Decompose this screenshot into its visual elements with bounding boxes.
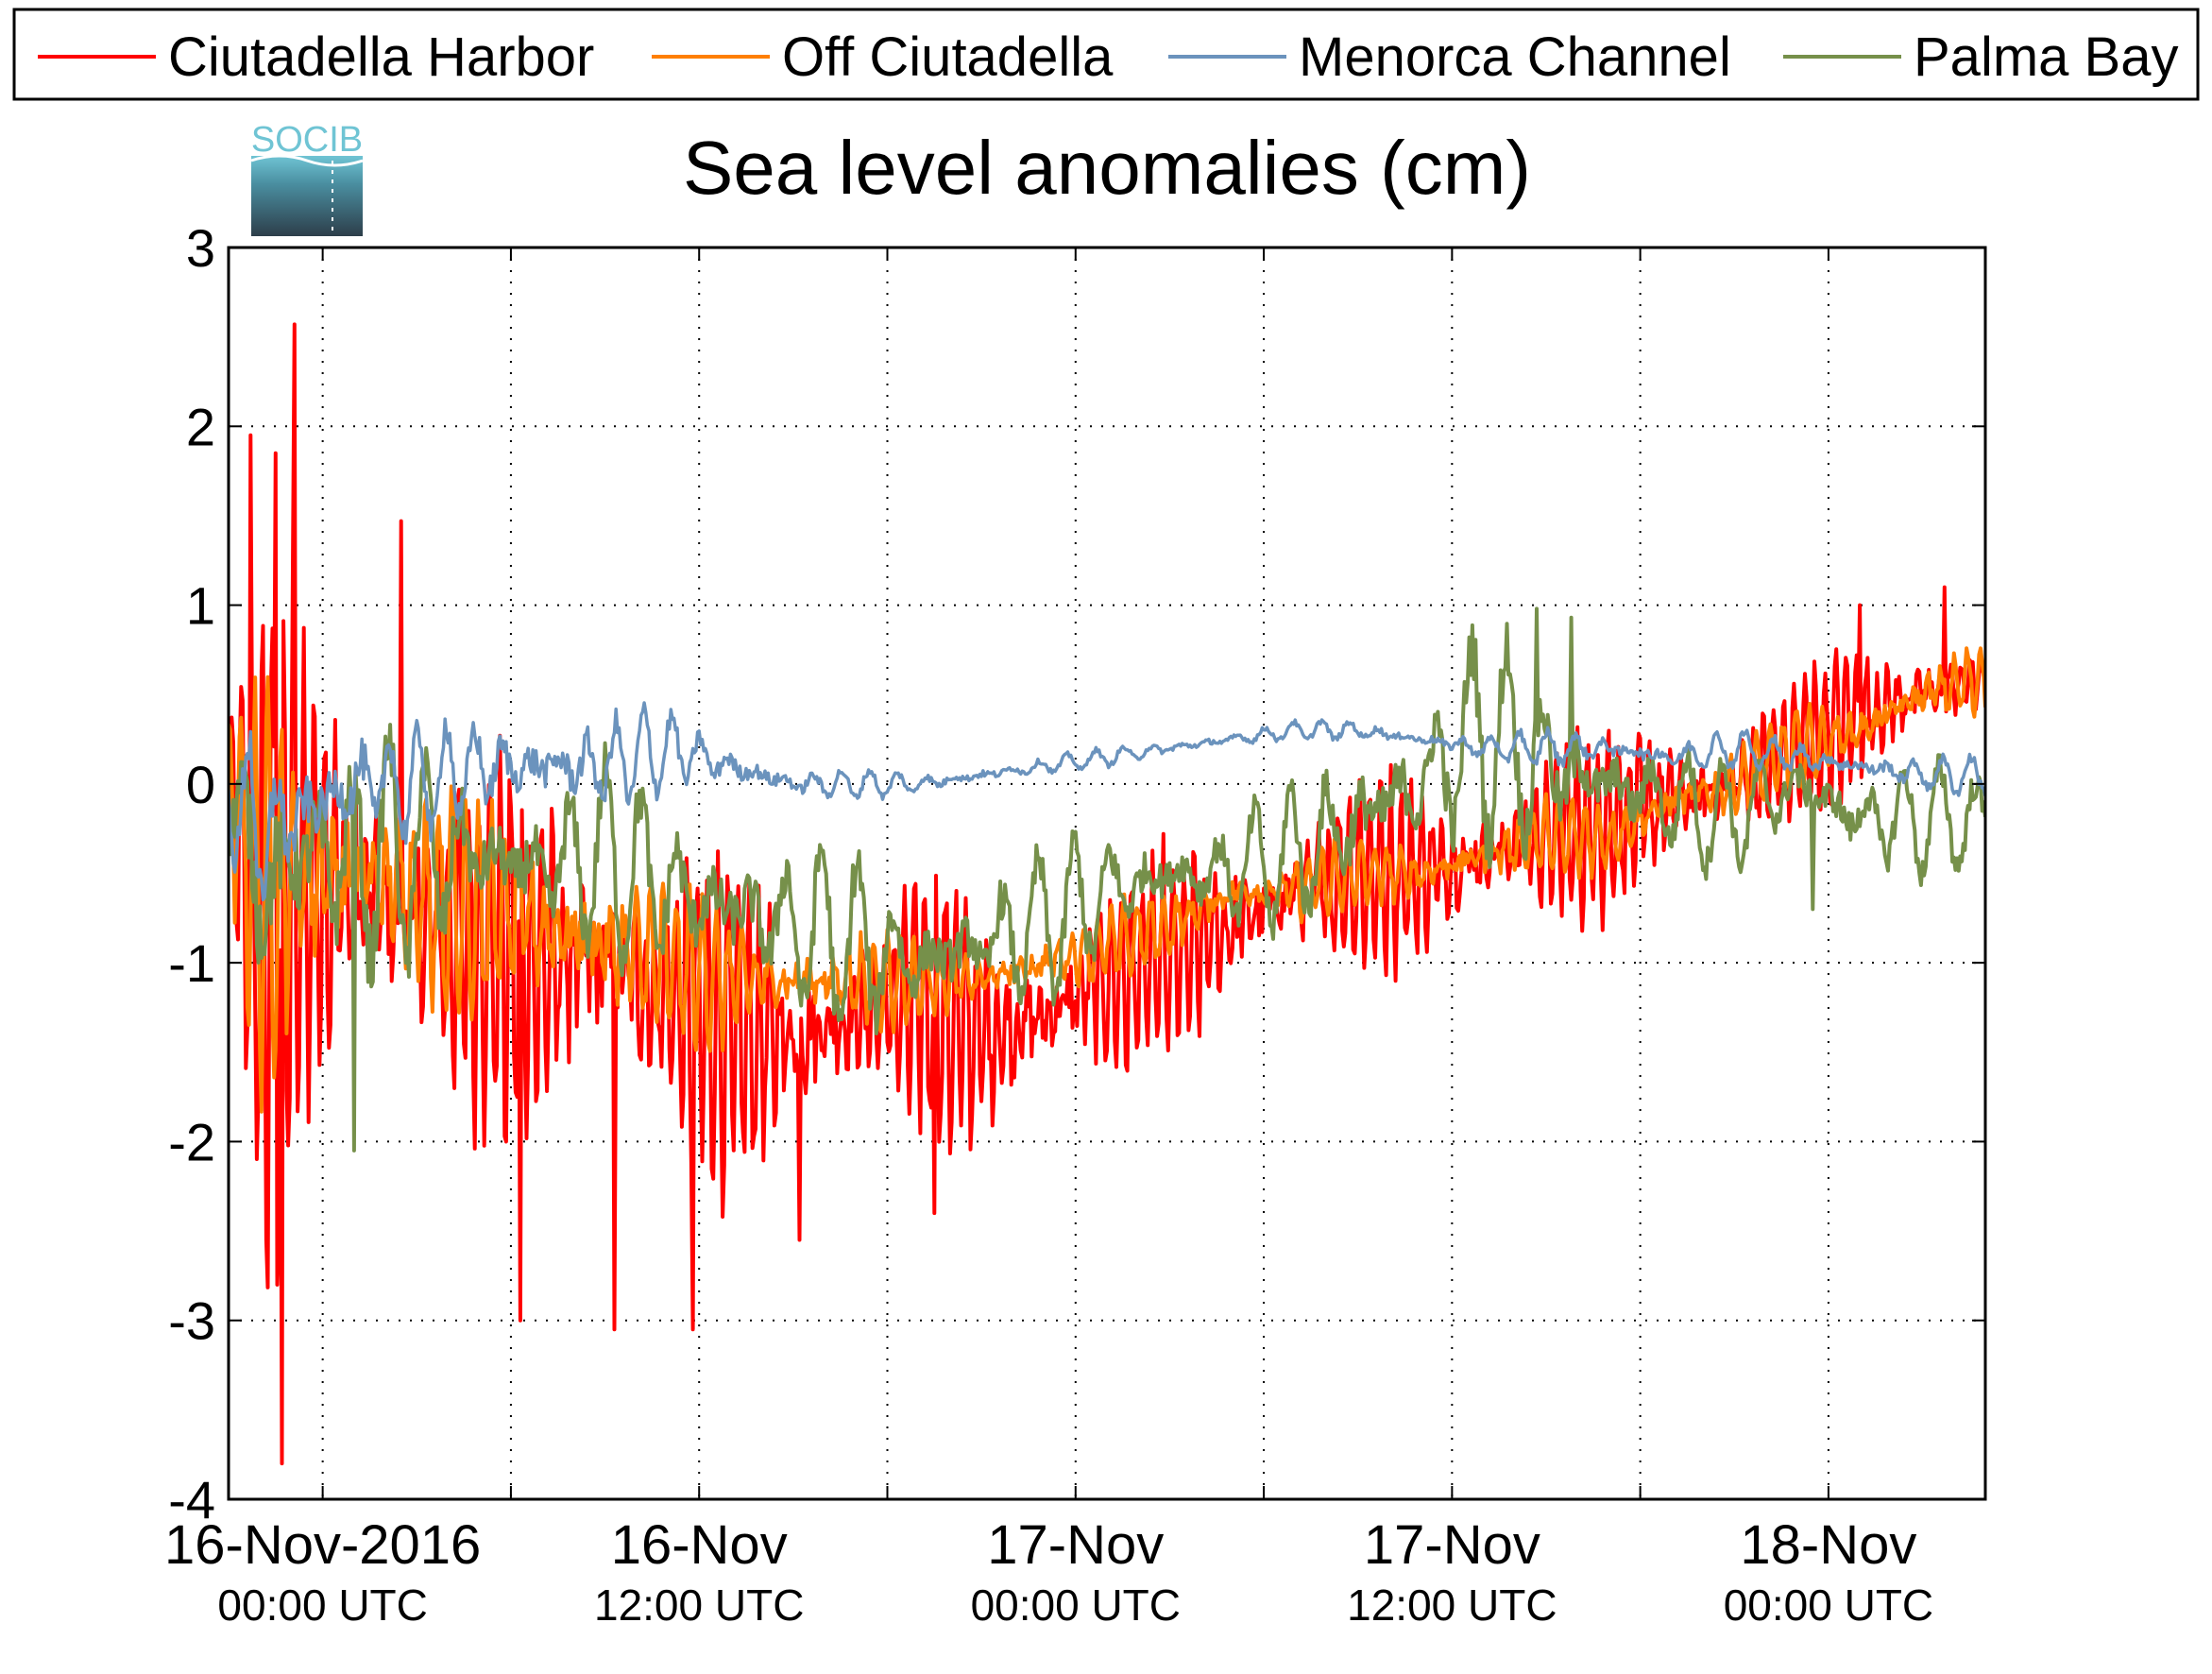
x-tick-label: 16-Nov-2016 <box>164 1514 481 1576</box>
plot-frame <box>227 246 1987 1501</box>
y-tick-label: -3 <box>168 1291 215 1351</box>
x-tick-sublabel: 12:00 UTC <box>594 1580 804 1630</box>
series-layer <box>229 322 1985 1466</box>
y-tick-label: 1 <box>186 576 215 636</box>
x-tick-sublabel: 00:00 UTC <box>971 1580 1181 1630</box>
legend-item-menorca-channel: Menorca Channel <box>1168 26 1731 88</box>
x-tick-sublabel: 00:00 UTC <box>1724 1580 1933 1630</box>
x-tick-label: 17-Nov <box>1364 1514 1540 1576</box>
legend-label-off-ciutadella: Off Ciutadella <box>782 26 1114 88</box>
legend-label-palma-bay: Palma Bay <box>1914 26 2178 88</box>
x-tick-label: 17-Nov <box>987 1514 1164 1576</box>
logo-water-block <box>251 156 363 236</box>
y-tick-label: 0 <box>186 755 215 814</box>
legend-label-ciutadella-harbor: Ciutadella Harbor <box>168 26 594 88</box>
plot-area <box>227 246 1987 1501</box>
series-menorca-channel <box>229 701 1985 902</box>
x-tick-label: 18-Nov <box>1740 1514 1916 1576</box>
y-tick-label: -4 <box>168 1470 215 1529</box>
y-tick-label: -2 <box>168 1112 215 1171</box>
chart-title: Sea level anomalies (cm) <box>683 126 1531 210</box>
y-tick-label: 3 <box>186 218 215 278</box>
legend: Ciutadella Harbor Off Ciutadella Menorca… <box>12 8 2200 101</box>
legend-label-menorca-channel: Menorca Channel <box>1299 26 1731 88</box>
y-tick-label: 2 <box>186 397 215 456</box>
legend-item-off-ciutadella: Off Ciutadella <box>652 26 1114 88</box>
legend-item-ciutadella-harbor: Ciutadella Harbor <box>38 26 594 88</box>
x-tick-sublabel: 12:00 UTC <box>1347 1580 1557 1630</box>
series-palma-bay <box>229 606 1985 1153</box>
logo-text: SOCIB <box>251 120 363 160</box>
axis-ticks <box>229 247 1985 1500</box>
x-tick-sublabel: 00:00 UTC <box>217 1580 427 1630</box>
x-tick-label: 16-Nov <box>611 1514 788 1576</box>
y-tick-label: -1 <box>168 933 215 993</box>
socib-logo: SOCIB <box>250 120 364 236</box>
legend-item-palma-bay: Palma Bay <box>1783 26 2178 88</box>
y-axis: 3 2 1 0 -1 -2 -3 -4 <box>168 218 215 1529</box>
